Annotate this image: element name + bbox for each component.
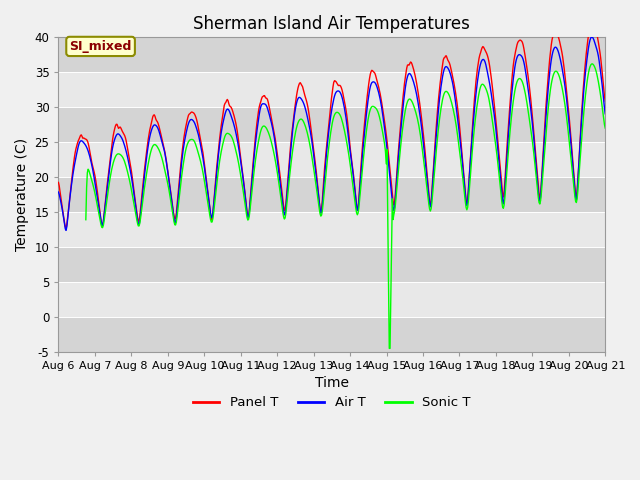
Y-axis label: Temperature (C): Temperature (C)	[15, 138, 29, 251]
Sonic T	[121, 159, 129, 165]
Air T	[415, 105, 423, 111]
Sonic T	[398, 129, 406, 135]
Text: SI_mixed: SI_mixed	[69, 40, 132, 53]
Panel T	[65, 201, 73, 207]
Bar	[58, 212, 605, 247]
Panel T	[589, 19, 597, 24]
Air T	[177, 167, 185, 172]
Air T	[65, 202, 73, 208]
Panel T	[602, 98, 609, 104]
Sonic T	[602, 125, 609, 131]
Air T	[206, 205, 214, 211]
Panel T	[399, 95, 407, 101]
Panel T	[177, 161, 185, 167]
Air T	[122, 145, 129, 151]
Bar	[58, 142, 605, 177]
Bar	[58, 247, 605, 282]
Panel T	[206, 204, 214, 210]
Air T	[602, 111, 609, 117]
Legend: Panel T, Air T, Sonic T: Panel T, Air T, Sonic T	[188, 391, 476, 415]
Bar	[58, 72, 605, 107]
Bar	[58, 177, 605, 212]
Panel T	[54, 180, 62, 185]
Air T	[54, 189, 62, 195]
Bar	[58, 37, 605, 72]
Panel T	[122, 135, 129, 141]
Sonic T	[176, 186, 184, 192]
Bar	[58, 317, 605, 352]
Title: Sherman Island Air Temperatures: Sherman Island Air Temperatures	[193, 15, 470, 33]
Line: Sonic T: Sonic T	[86, 64, 605, 348]
X-axis label: Time: Time	[315, 376, 349, 390]
Air T	[62, 228, 70, 233]
Sonic T	[205, 207, 213, 213]
Bar	[58, 107, 605, 142]
Panel T	[415, 95, 423, 101]
Line: Panel T: Panel T	[58, 22, 605, 228]
Air T	[399, 105, 407, 111]
Line: Air T: Air T	[58, 37, 605, 230]
Sonic T	[414, 119, 422, 125]
Panel T	[62, 225, 70, 231]
Bar	[58, 282, 605, 317]
Air T	[588, 34, 595, 40]
